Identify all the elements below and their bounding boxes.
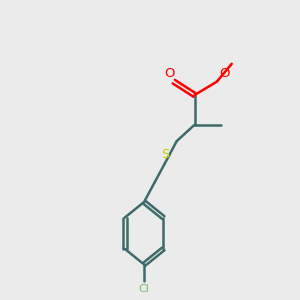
Text: Cl: Cl	[139, 284, 149, 294]
Text: O: O	[219, 67, 230, 80]
Text: O: O	[164, 67, 175, 80]
Text: S: S	[161, 148, 169, 161]
